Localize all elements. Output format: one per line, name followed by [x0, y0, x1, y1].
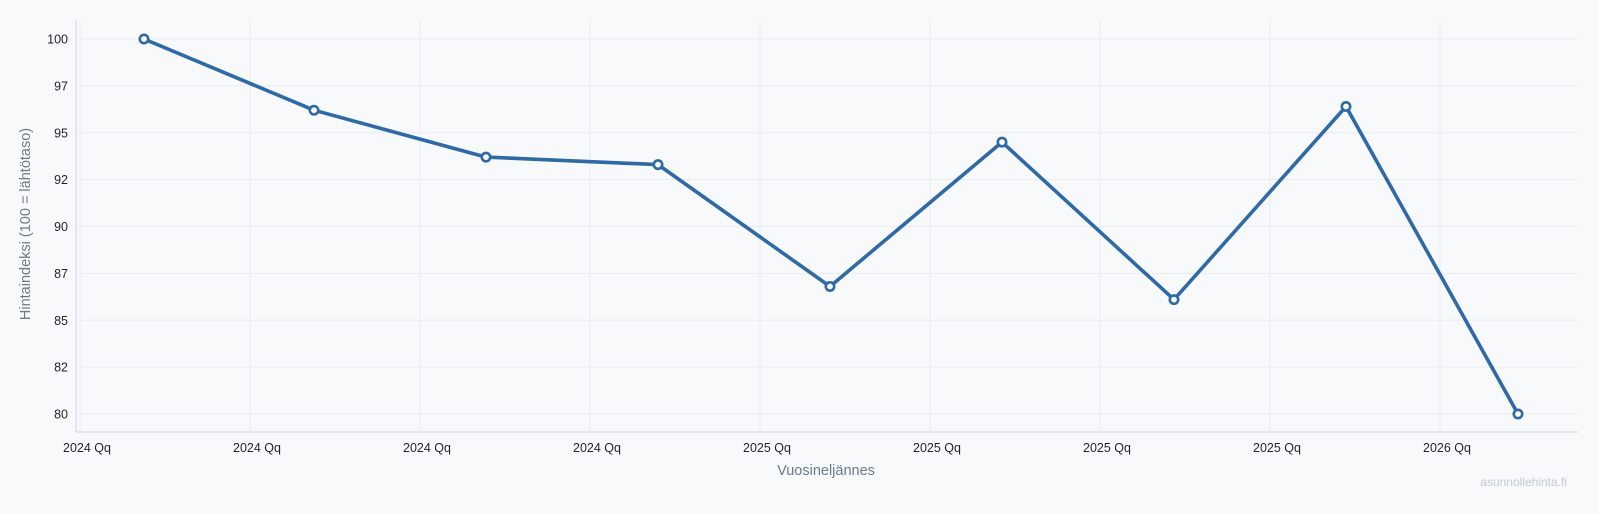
data-point[interactable] — [480, 151, 492, 163]
data-point[interactable] — [1168, 294, 1180, 306]
data-point[interactable] — [1340, 101, 1352, 113]
grid — [76, 20, 1578, 432]
y-tick-label: 100 — [47, 33, 68, 47]
data-point[interactable] — [652, 159, 664, 171]
y-axis-ticks: 100 97 95 92 90 87 85 82 80 — [47, 33, 68, 422]
y-tick-label: 80 — [54, 408, 68, 422]
data-point[interactable] — [996, 136, 1008, 148]
y-tick-label: 90 — [54, 220, 68, 234]
x-tick-label: 2025 Qq — [1083, 441, 1131, 455]
series — [138, 33, 1524, 420]
axes — [75, 20, 1578, 433]
data-point[interactable] — [1512, 408, 1524, 420]
y-tick-label: 95 — [54, 126, 68, 140]
x-tick-label: 2024 Qq — [403, 441, 451, 455]
x-tick-label: 2025 Qq — [1253, 441, 1301, 455]
x-tick-label: 2024 Qq — [573, 441, 621, 455]
x-tick-label: 2024 Qq — [233, 441, 281, 455]
y-axis-title: Hintaindeksi (100 = lähtötaso) — [18, 128, 34, 320]
data-point[interactable] — [138, 33, 150, 45]
y-tick-label: 85 — [54, 314, 68, 328]
x-tick-label: 2025 Qq — [743, 441, 791, 455]
x-tick-label: 2024 Qq — [63, 441, 111, 455]
data-point[interactable] — [824, 280, 836, 292]
x-axis-title: Vuosineljännes — [777, 463, 875, 479]
y-tick-label: 92 — [54, 173, 68, 187]
x-tick-label: 2026 Qq — [1423, 441, 1471, 455]
x-axis-ticks: 2024 Qq 2024 Qq 2024 Qq 2024 Qq 2025 Qq 2025 … — [63, 441, 1471, 455]
x-tick-label: 2025 Qq — [913, 441, 961, 455]
y-tick-label: 97 — [54, 79, 68, 93]
data-point[interactable] — [308, 104, 320, 116]
y-tick-label: 82 — [54, 361, 68, 375]
watermark: asunnollehinta.fi — [1480, 475, 1567, 489]
y-tick-label: 87 — [54, 267, 68, 281]
